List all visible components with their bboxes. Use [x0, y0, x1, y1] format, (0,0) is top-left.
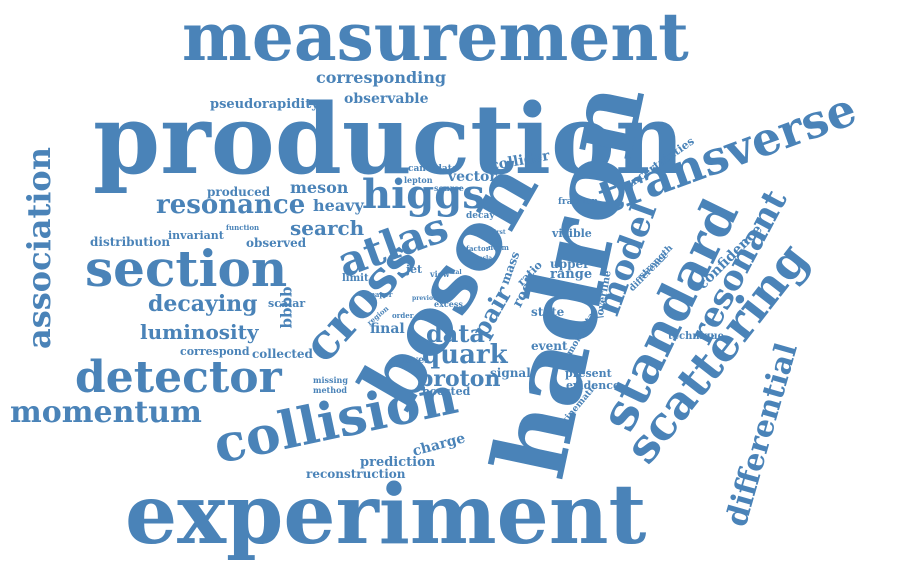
word-decaying: decaying — [148, 291, 258, 317]
word-heavy: heavy — [313, 196, 364, 215]
word-fraction: fraction — [558, 197, 599, 207]
word-missing: missing — [313, 375, 348, 385]
word-previous: previous — [412, 295, 441, 302]
word-upper: upper — [550, 257, 590, 271]
word-experiment: experiment — [125, 467, 647, 563]
word-section: section — [85, 239, 288, 298]
word-level: level — [402, 355, 429, 366]
word-proton: proton — [418, 366, 501, 392]
word-source: source — [434, 183, 464, 193]
word-collected: collected — [252, 347, 313, 361]
word-boosted: boosted — [422, 385, 471, 398]
word-detector: detector — [75, 352, 282, 403]
word-higgs: higgs — [362, 171, 485, 218]
word-charge: charge — [410, 430, 468, 460]
word-pseudorapidity: pseudorapidity — [210, 97, 319, 112]
word-first: first — [492, 229, 506, 236]
word-function: function — [226, 223, 260, 232]
word-search: search — [290, 216, 365, 240]
word-scalar: scalar — [268, 297, 306, 310]
word-produced: produced — [207, 185, 271, 199]
word-observable: observable — [344, 91, 429, 107]
word-reconstruction: reconstruction — [306, 467, 406, 481]
word-decay: decay — [466, 211, 495, 221]
word-norm: norm — [488, 243, 509, 252]
word-tesla: tesla — [476, 255, 493, 262]
word-present: present — [565, 367, 612, 380]
word-event: event — [531, 339, 568, 353]
word-order: order — [392, 311, 414, 320]
word-method: method — [313, 385, 347, 395]
word-total: total — [446, 269, 462, 276]
word-paper: paper — [370, 290, 393, 299]
word-prediction: prediction — [360, 455, 436, 470]
word-jet: jet — [406, 263, 423, 276]
word-corresponding: corresponding — [316, 68, 447, 87]
word-invariant: invariant — [168, 229, 224, 242]
word-range: range — [550, 267, 593, 282]
word-state: state — [531, 305, 565, 319]
word-momentum: momentum — [10, 395, 202, 430]
word-excess: excess — [434, 299, 463, 309]
word-observed: observed — [246, 236, 307, 250]
word-resonance: resonance — [156, 190, 306, 220]
word-quark: quark — [422, 340, 508, 370]
word-candidate: candidate — [408, 164, 458, 174]
word-association: association — [20, 146, 59, 350]
word-factor: factor — [466, 244, 490, 253]
word-technique: technique — [668, 331, 725, 342]
word-production: production — [93, 83, 685, 196]
word-vector: vector — [448, 169, 497, 185]
word-visible: visible — [552, 227, 592, 240]
word-signal: signal — [490, 366, 531, 380]
word-luminosity: luminosity — [140, 320, 259, 344]
word-lepton: lepton — [404, 175, 433, 185]
word-distribution: distribution — [90, 235, 171, 249]
word-view: view — [430, 269, 450, 279]
word-evidence: evidence — [566, 379, 620, 392]
word-final: final — [370, 321, 405, 337]
word-limit: limit — [342, 273, 369, 284]
word-meson: meson — [290, 178, 349, 197]
word-measurement: measurement — [182, 0, 689, 76]
word-data: data — [426, 319, 485, 348]
word-correspond: correspond — [180, 345, 250, 358]
